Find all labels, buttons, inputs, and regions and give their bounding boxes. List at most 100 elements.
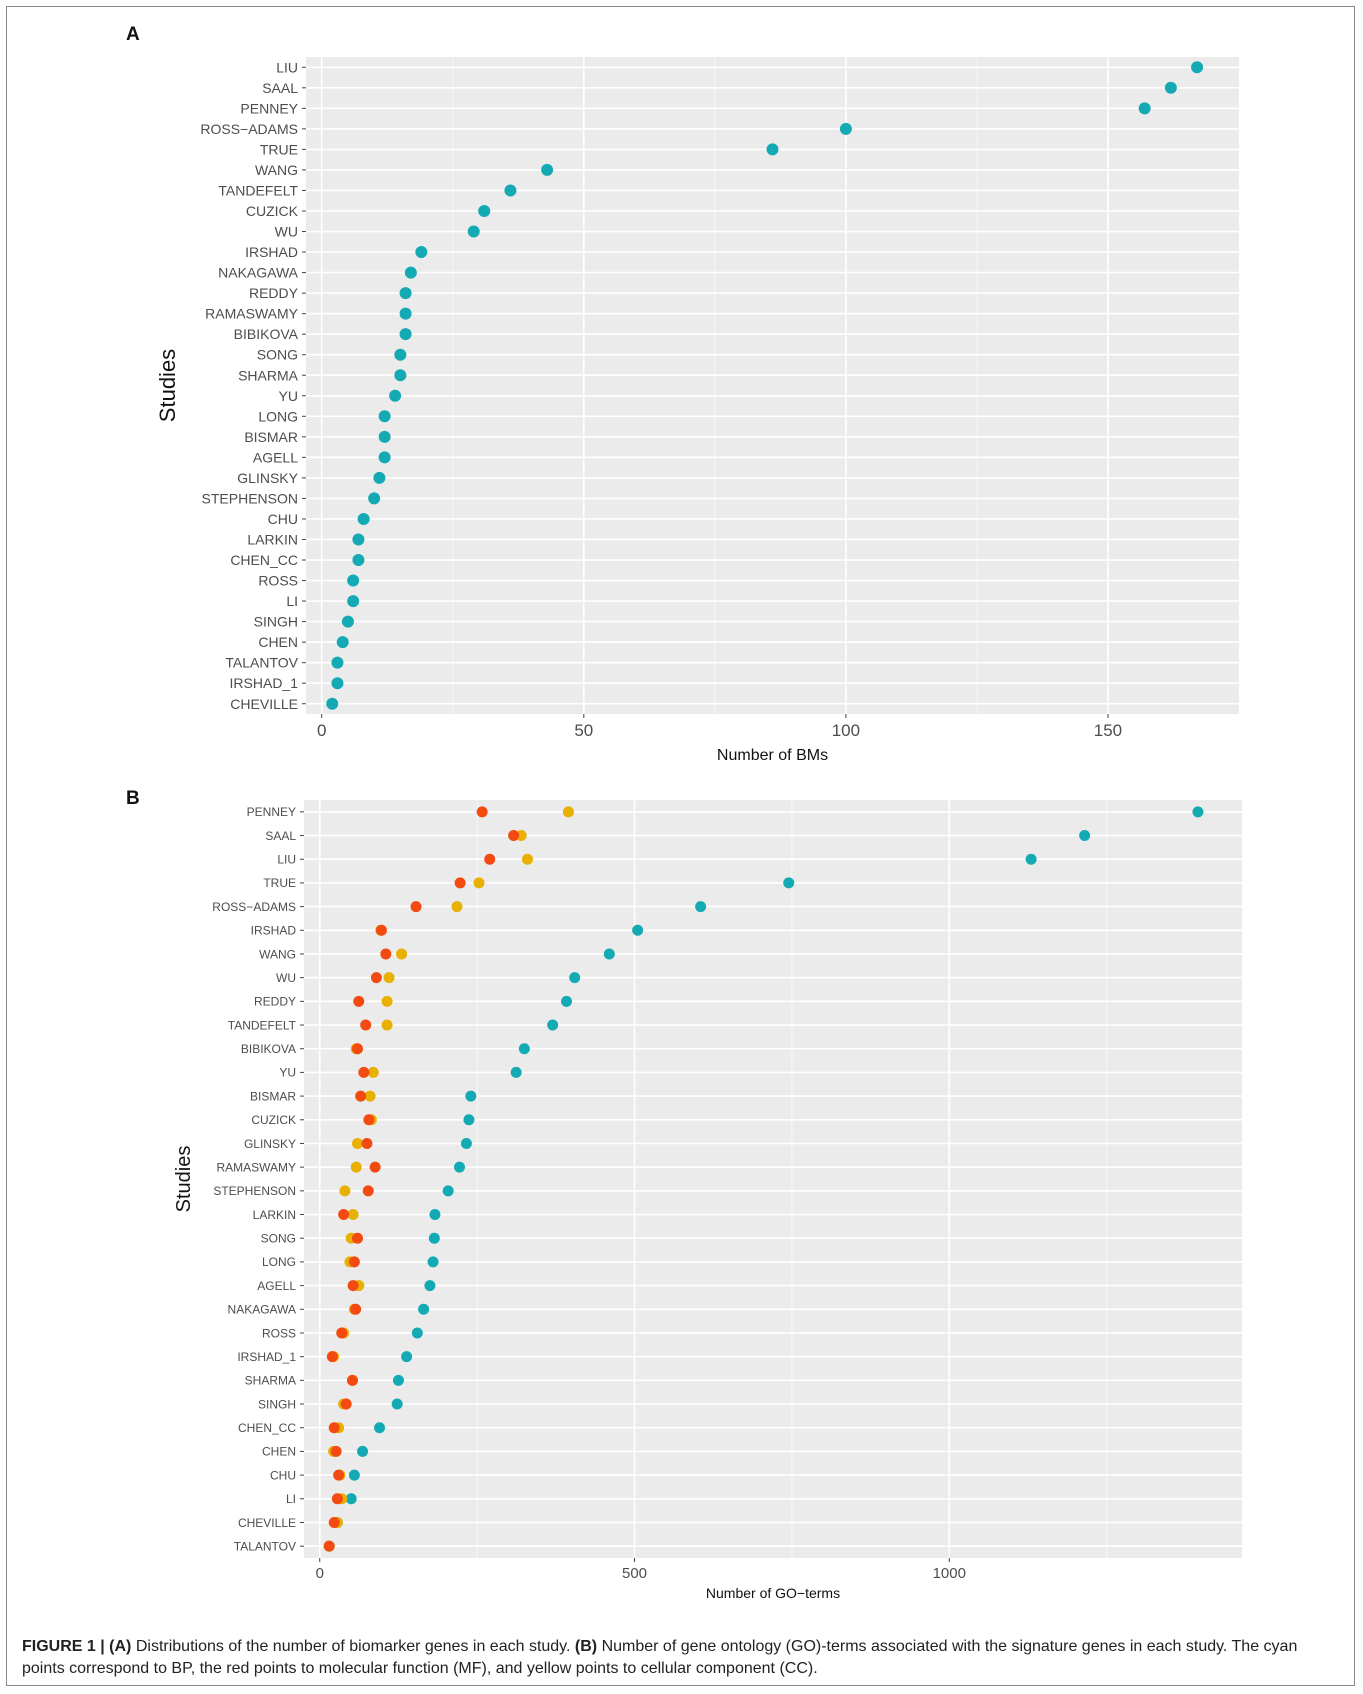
chart-b-point [695,901,707,913]
panel-b-letter: B [126,788,140,809]
chart-a: 0 50 100 150 LIU SAAL PENNEY ROSS−ADAMS TRUE WANG… [155,57,1239,764]
chart-a-category-label: WU [275,224,298,240]
chart-b-point [361,1137,373,1149]
chart-a-point [357,512,370,525]
chart-b-point [375,924,387,936]
chart-a-point [331,656,344,669]
chart-b-point [401,1351,413,1363]
chart-b-point [374,1422,386,1434]
chart-b-x-axis-title: Number of GO−terms [706,1585,840,1601]
chart-a-point [352,533,365,546]
chart-a-point [373,471,386,484]
chart-b-category-label: SONG [261,1232,296,1246]
chart-b-point [355,1090,367,1102]
chart-b-point [429,1209,441,1221]
chart-b-point [428,1232,440,1244]
chart-a-category-label: ROSS [258,573,298,589]
panel-a-letter: A [126,24,140,45]
chart-b-category-label: ROSS [262,1326,296,1340]
chart-b-point [418,1303,430,1315]
chart-a-category-label: NAKAGAWA [218,265,299,281]
chart-b-point [340,1398,352,1410]
chart-b-point [783,877,795,889]
chart-a-category-label: YU [279,388,298,404]
caption-part-b-label: (B) [574,1638,598,1655]
chart-b-point [453,1161,465,1173]
chart-a-category-label: REDDY [249,285,299,301]
chart-a-point [839,122,852,135]
chart-b-point [348,1256,360,1268]
chart-a-point [336,636,349,649]
chart-b-point [380,948,392,960]
caption-part-a-text: Distributions of the number of biomarker… [135,1638,571,1655]
chart-b-x-tick-label: 0 [316,1565,324,1582]
chart-a-point [394,369,407,382]
chart-b-point [463,1114,475,1126]
chart-b-point [323,1540,335,1552]
chart-a-category-label: SONG [257,347,298,363]
chart-a-category-label: SINGH [254,614,298,630]
chart-b-point [515,830,527,842]
chart-a-category-label: LARKIN [247,532,298,548]
chart-b-point [391,1398,403,1410]
chart-b-point [381,1019,393,1031]
chart-a-category-label: PENNEY [240,100,298,116]
chart-b-point [364,1090,376,1102]
chart-a-point [415,246,428,259]
chart-b-point [328,1422,340,1434]
chart-b-category-label: WANG [259,947,296,961]
chart-a-point [378,451,391,464]
chart-b-point [357,1445,369,1457]
chart-b-point [424,1280,436,1292]
caption-figure-label: FIGURE 1 | [22,1638,105,1655]
chart-b-category-label: PENNEY [247,805,296,819]
chart-b-category-label: NAKAGAWA [228,1303,296,1317]
chart-b-y-axis-title: Studies [173,1146,195,1213]
chart-a-point [478,204,491,217]
chart-a-category-label: CHEN [258,634,298,650]
chart-b-point [383,972,395,984]
chart-b-category-label: IRSHAD_1 [237,1350,296,1364]
chart-b-category-label: LONG [262,1255,296,1269]
chart-b-point [352,1137,364,1149]
chart-a-point [331,677,344,690]
chart-b-x-tick-label: 1000 [933,1565,966,1582]
chart-b-point [442,1185,454,1197]
chart-b-category-label: BIBIKOVA [241,1042,296,1056]
chart-a-x-tick-label: 50 [574,721,593,740]
chart-b-category-label: SAAL [265,829,296,843]
chart-a-point [399,287,412,300]
chart-b-point [353,995,365,1007]
chart-a-category-label: CHU [268,511,298,527]
chart-b-point [347,1280,359,1292]
chart-a-category-label: AGELL [253,449,298,465]
chart-a-point [352,554,365,567]
chart-a-category-label: IRSHAD [245,244,298,260]
chart-b-point [352,1232,364,1244]
chart-b-point [603,948,615,960]
chart-b-category-label: BISMAR [250,1089,296,1103]
chart-b-point [328,1516,340,1528]
figure-caption: FIGURE 1 | (A) Distributions of the numb… [22,1636,1340,1680]
chart-b-category-label: CHU [270,1468,296,1482]
chart-a-point [347,574,360,587]
chart-b-point [451,901,463,913]
chart-b-point [348,1469,360,1481]
chart-b-point [369,1161,381,1173]
chart-a-category-label: CHEVILLE [230,696,298,712]
chart-b-point [547,1019,559,1031]
chart-b-point [392,1374,404,1386]
chart-b-category-label: CHEN [262,1445,296,1459]
chart-a-point [1164,81,1177,94]
chart-a-point [347,595,360,608]
chart-b-category-label: LIU [277,853,296,867]
figure-frame [6,6,1355,1686]
chart-a-point [404,266,417,279]
chart-a-point [399,328,412,341]
chart-b-category-label: CHEN_CC [238,1421,296,1435]
chart-a-point [504,184,517,197]
chart-b: 0 500 1000 PENNEY SAAL LIU TRUE ROSS−ADAMS IRSHA… [173,800,1242,1601]
caption-part-a-label: (A) [109,1638,132,1655]
chart-a-category-label: WANG [255,162,298,178]
chart-a-point [1138,102,1151,115]
